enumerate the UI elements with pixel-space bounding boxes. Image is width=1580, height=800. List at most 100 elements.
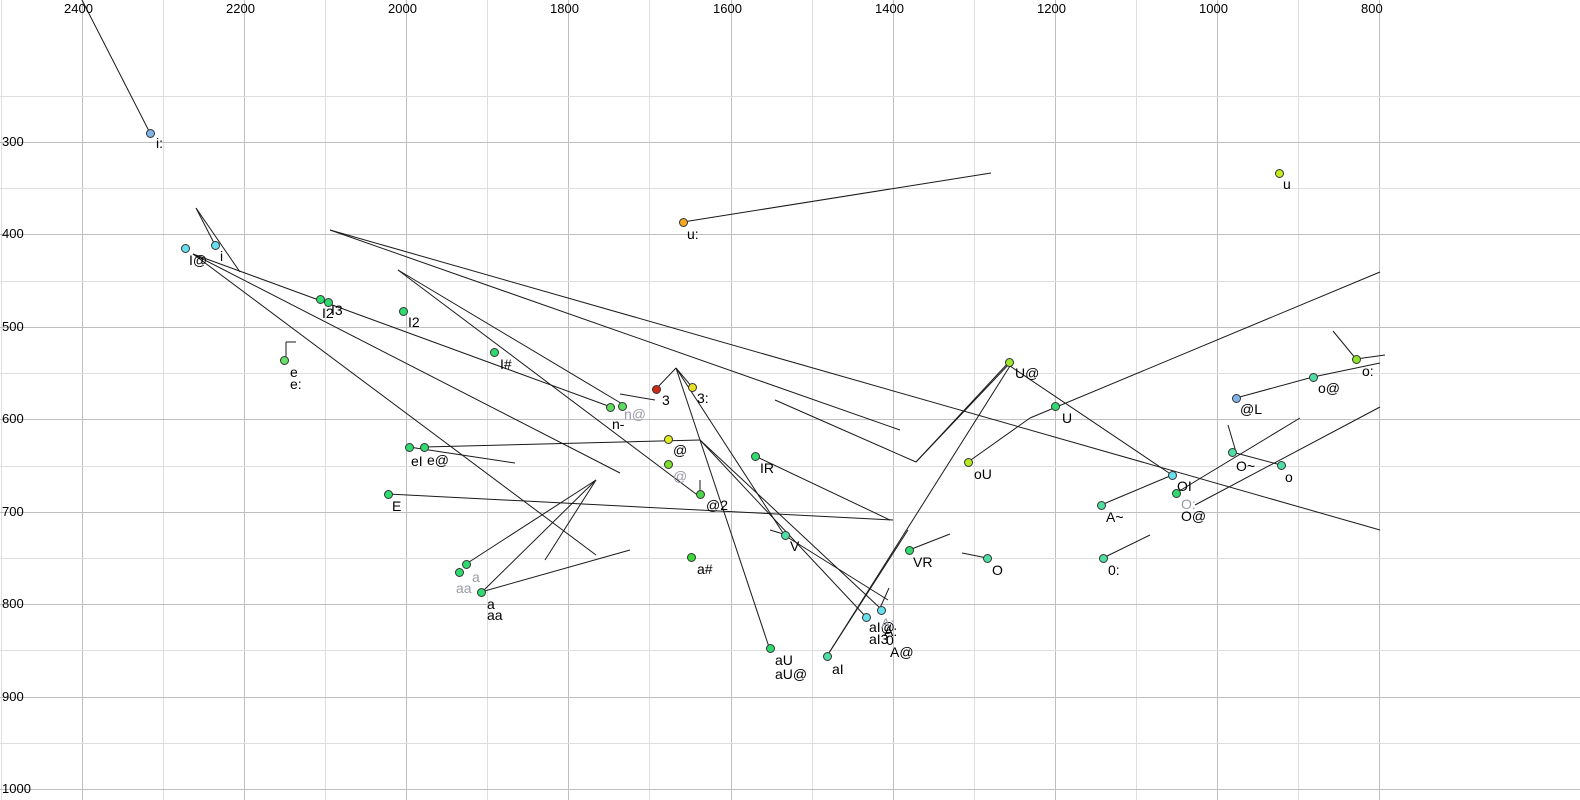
data-point-label: o (1285, 469, 1293, 485)
data-point-label: e@ (427, 452, 449, 468)
data-point-label: IR (760, 460, 774, 476)
data-point[interactable] (1099, 554, 1108, 563)
data-point[interactable] (964, 458, 973, 467)
data-point-label: @ (673, 442, 688, 458)
data-point[interactable] (766, 644, 775, 653)
x-axis-tick-label: 1800 (550, 1, 579, 16)
data-point-label: n@ (624, 406, 646, 422)
y-axis-tick-label: 1000 (2, 781, 31, 796)
data-point-label: @ (673, 468, 688, 484)
data-point[interactable] (1275, 169, 1284, 178)
data-point[interactable] (664, 435, 673, 444)
data-point[interactable] (455, 568, 464, 577)
data-point[interactable] (490, 348, 499, 357)
data-point[interactable] (1352, 355, 1361, 364)
data-point[interactable] (146, 129, 155, 138)
data-point[interactable] (606, 403, 615, 412)
data-point-label: O (992, 562, 1003, 578)
data-point[interactable] (1309, 373, 1318, 382)
x-axis-tick-label: 1600 (713, 1, 742, 16)
data-point[interactable] (751, 452, 760, 461)
data-point-label: O: (1181, 496, 1196, 512)
data-point[interactable] (324, 298, 333, 307)
data-point[interactable] (1051, 402, 1060, 411)
data-point[interactable] (652, 385, 661, 394)
data-point[interactable] (211, 241, 220, 250)
data-point-label: O@ (1181, 508, 1207, 524)
data-point-label: 0: (1108, 562, 1120, 578)
data-point[interactable] (1172, 489, 1181, 498)
data-point-label: A: (881, 615, 895, 631)
x-axis-tick-label: 2200 (226, 1, 255, 16)
data-point-label: 3: (697, 390, 709, 406)
data-point[interactable] (1168, 471, 1177, 480)
data-point[interactable] (477, 588, 486, 597)
y-axis-tick-label: 700 (2, 504, 24, 519)
data-point[interactable] (316, 295, 325, 304)
data-point-label: @L (1240, 401, 1262, 417)
data-point-label: aa (487, 607, 503, 623)
data-point[interactable] (905, 546, 914, 555)
data-point-label: u: (687, 226, 699, 242)
data-point-label: 3 (662, 392, 670, 408)
data-point[interactable] (781, 531, 790, 540)
y-axis-tick-label: 600 (2, 411, 24, 426)
data-point-label: aI3 (869, 631, 889, 647)
data-point-label: E (392, 498, 402, 514)
data-point-label: i: (156, 135, 163, 151)
data-point-label: a# (697, 561, 713, 577)
data-point-label: oU (974, 466, 992, 482)
data-point[interactable] (823, 652, 832, 661)
data-point-label: A: (884, 623, 898, 639)
data-point[interactable] (405, 443, 414, 452)
data-point-label: @2 (706, 497, 728, 513)
data-point-label: i (220, 248, 224, 264)
data-point[interactable] (280, 356, 289, 365)
data-point[interactable] (1097, 501, 1106, 510)
data-point[interactable] (618, 402, 627, 411)
data-point-label: U@ (1015, 365, 1040, 381)
data-point[interactable] (983, 554, 992, 563)
data-point-label: A@ (890, 644, 914, 660)
data-point-label: A~ (1106, 509, 1124, 525)
data-point-label: aa (456, 580, 472, 596)
data-point[interactable] (664, 460, 673, 469)
data-point[interactable] (420, 443, 429, 452)
y-axis-tick-label: 500 (2, 319, 24, 334)
data-point-label: I2 (322, 305, 334, 321)
data-point[interactable] (696, 490, 705, 499)
data-point-label: aI@ (869, 619, 895, 635)
data-point[interactable] (1232, 394, 1241, 403)
data-point[interactable] (384, 490, 393, 499)
data-point[interactable] (862, 613, 871, 622)
y-axis-tick-label: 800 (2, 596, 24, 611)
data-point-label: a (472, 569, 480, 585)
data-point[interactable] (462, 560, 471, 569)
data-point-label: aU@ (775, 666, 808, 682)
y-axis-tick-label: 900 (2, 689, 24, 704)
data-point[interactable] (399, 307, 408, 316)
x-axis-tick-label: 1000 (1199, 1, 1228, 16)
data-point-label: I# (500, 356, 512, 372)
x-axis-tick-label: 800 (1361, 1, 1383, 16)
data-point[interactable] (687, 553, 696, 562)
data-point-label: I2 (408, 314, 420, 330)
x-axis-tick-label: 2000 (388, 1, 417, 16)
data-point[interactable] (1005, 358, 1014, 367)
data-point-label: I3 (331, 302, 343, 318)
data-point-label: e: (290, 376, 302, 392)
data-point[interactable] (679, 218, 688, 227)
data-point-label: O~ (1236, 458, 1256, 474)
data-point[interactable] (181, 244, 190, 253)
data-point-label: 0 (886, 632, 894, 648)
data-point-label: eI (411, 453, 423, 469)
data-point-label: a (487, 596, 495, 612)
data-point[interactable] (688, 383, 697, 392)
data-point[interactable] (1277, 461, 1286, 470)
data-point-label: u (1283, 176, 1291, 192)
data-point[interactable] (1228, 448, 1237, 457)
connector-lines (81, 0, 1386, 657)
data-point-label: VR (913, 554, 933, 570)
data-point[interactable] (877, 606, 886, 615)
